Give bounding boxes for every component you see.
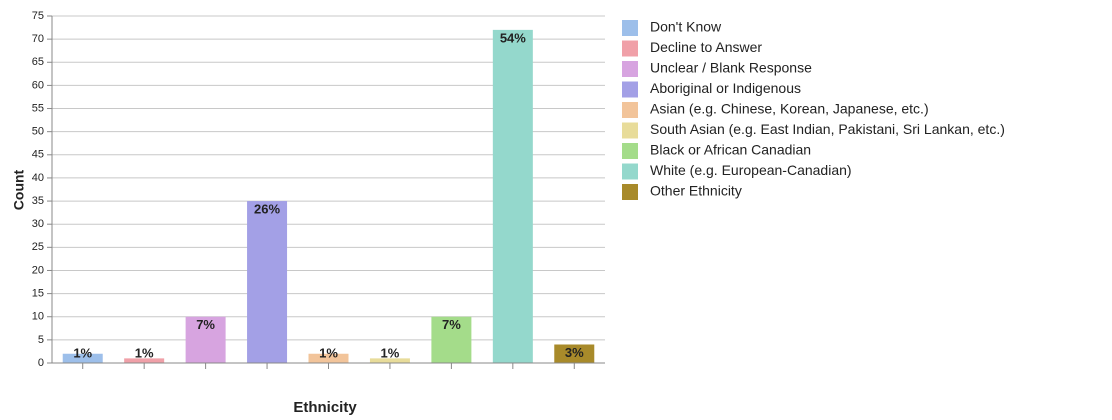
y-tick-label: 55 xyxy=(32,102,44,114)
legend-label: Aboriginal or Indigenous xyxy=(650,80,801,96)
y-tick-label: 70 xyxy=(32,33,44,45)
data-label: 1% xyxy=(319,345,338,360)
y-tick-label: 60 xyxy=(32,79,44,91)
x-axis-label: Ethnicity xyxy=(293,399,357,416)
data-label: 7% xyxy=(442,317,461,332)
y-tick-label: 45 xyxy=(32,149,44,161)
legend-swatch xyxy=(622,102,638,118)
y-tick-label: 15 xyxy=(32,288,44,300)
bar xyxy=(492,29,533,363)
bar xyxy=(247,201,288,363)
legend-swatch xyxy=(622,122,638,139)
legend-label: Don't Know xyxy=(650,19,722,35)
y-tick-label: 35 xyxy=(32,195,44,207)
data-label: 1% xyxy=(381,345,400,360)
bar xyxy=(185,316,226,363)
legend-label: Other Ethnicity xyxy=(650,183,742,199)
y-tick-label: 50 xyxy=(32,126,44,138)
bar xyxy=(62,353,103,363)
y-tick-label: 10 xyxy=(32,311,44,323)
y-tick-label: 30 xyxy=(32,218,44,230)
data-label: 3% xyxy=(565,345,584,360)
legend-swatch xyxy=(622,184,638,200)
legend-label: Decline to Answer xyxy=(650,39,762,55)
legend-label: Unclear / Blank Response xyxy=(650,60,812,76)
bar xyxy=(431,316,472,363)
legend-swatch xyxy=(622,40,638,57)
y-tick-label: 25 xyxy=(32,241,44,253)
y-tick-label: 65 xyxy=(32,56,44,68)
legend-swatch xyxy=(622,20,638,36)
legend-swatch xyxy=(622,163,638,180)
y-tick-label: 40 xyxy=(32,172,44,184)
bar xyxy=(554,344,595,363)
y-tick-label: 75 xyxy=(32,10,44,22)
data-label: 54% xyxy=(500,30,526,45)
bar xyxy=(369,358,410,363)
legend-label: Asian (e.g. Chinese, Korean, Japanese, e… xyxy=(650,101,929,117)
bar xyxy=(308,353,349,363)
legend-label: White (e.g. European-Canadian) xyxy=(650,162,852,178)
bar xyxy=(124,358,165,363)
data-label: 7% xyxy=(196,317,215,332)
y-axis-label: Count xyxy=(11,169,27,210)
y-tick-label: 5 xyxy=(38,334,44,346)
y-tick-label: 20 xyxy=(32,264,44,276)
data-label: 1% xyxy=(73,345,92,360)
legend-label: South Asian (e.g. East Indian, Pakistani… xyxy=(650,121,1005,137)
legend-label: Black or African Canadian xyxy=(650,142,811,158)
data-label: 1% xyxy=(135,345,154,360)
data-label: 26% xyxy=(254,202,280,217)
legend-swatch xyxy=(622,143,638,159)
y-tick-label: 0 xyxy=(38,357,44,369)
legend-swatch xyxy=(622,61,638,77)
legend-swatch xyxy=(622,81,638,98)
